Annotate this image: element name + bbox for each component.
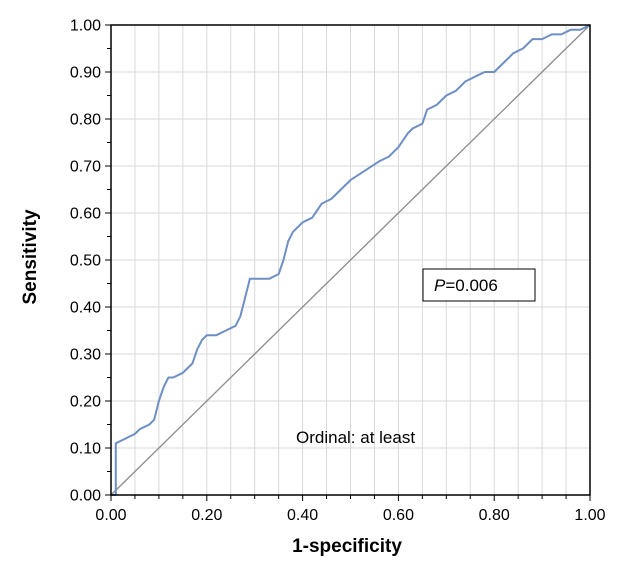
axis-ticks xyxy=(105,24,591,501)
x-tick-label: 0.60 xyxy=(383,507,414,524)
y-tick-label: 1.00 xyxy=(70,18,101,35)
y-tick-label: 0.70 xyxy=(70,159,101,176)
p-value-italic: P xyxy=(434,276,446,295)
x-tick-label: 0.00 xyxy=(95,507,126,524)
p-value-box-border xyxy=(422,268,536,302)
x-tick-label: 0.40 xyxy=(287,507,318,524)
y-tick-label: 0.10 xyxy=(70,441,101,458)
x-tick-label: 0.80 xyxy=(479,507,510,524)
y-tick-label: 0.80 xyxy=(70,112,101,129)
y-tick-label: 0.20 xyxy=(70,394,101,411)
p-value-box: P=0.006 xyxy=(422,268,536,302)
y-tick-label: 0.90 xyxy=(70,65,101,82)
grid-lines xyxy=(111,25,590,495)
y-tick-label: 0.30 xyxy=(70,347,101,364)
reference-diagonal-line xyxy=(110,24,591,496)
y-tick-label: 0.50 xyxy=(70,253,101,270)
x-tick-labels: 0.00 0.20 0.40 0.60 0.80 1.00 xyxy=(95,507,605,524)
x-axis-title: 1-specificity xyxy=(292,536,402,557)
x-tick-label: 0.20 xyxy=(191,507,222,524)
p-value-number: =0.006 xyxy=(445,276,497,295)
y-tick-label: 0.00 xyxy=(70,488,101,505)
y-axis-title: Sensitivity xyxy=(20,209,41,304)
x-tick-label: 1.00 xyxy=(574,507,605,524)
y-tick-labels: 0.00 0.10 0.20 0.30 0.40 0.50 0.60 0.70 0.80 0.90… xyxy=(70,18,101,505)
y-tick-label: 0.60 xyxy=(70,206,101,223)
p-value-label: P=0.006 xyxy=(434,276,498,295)
curves xyxy=(110,24,591,496)
roc-curve-line xyxy=(111,24,591,496)
subset-label: Ordinal: at least xyxy=(296,428,415,447)
y-tick-label: 0.40 xyxy=(70,300,101,317)
